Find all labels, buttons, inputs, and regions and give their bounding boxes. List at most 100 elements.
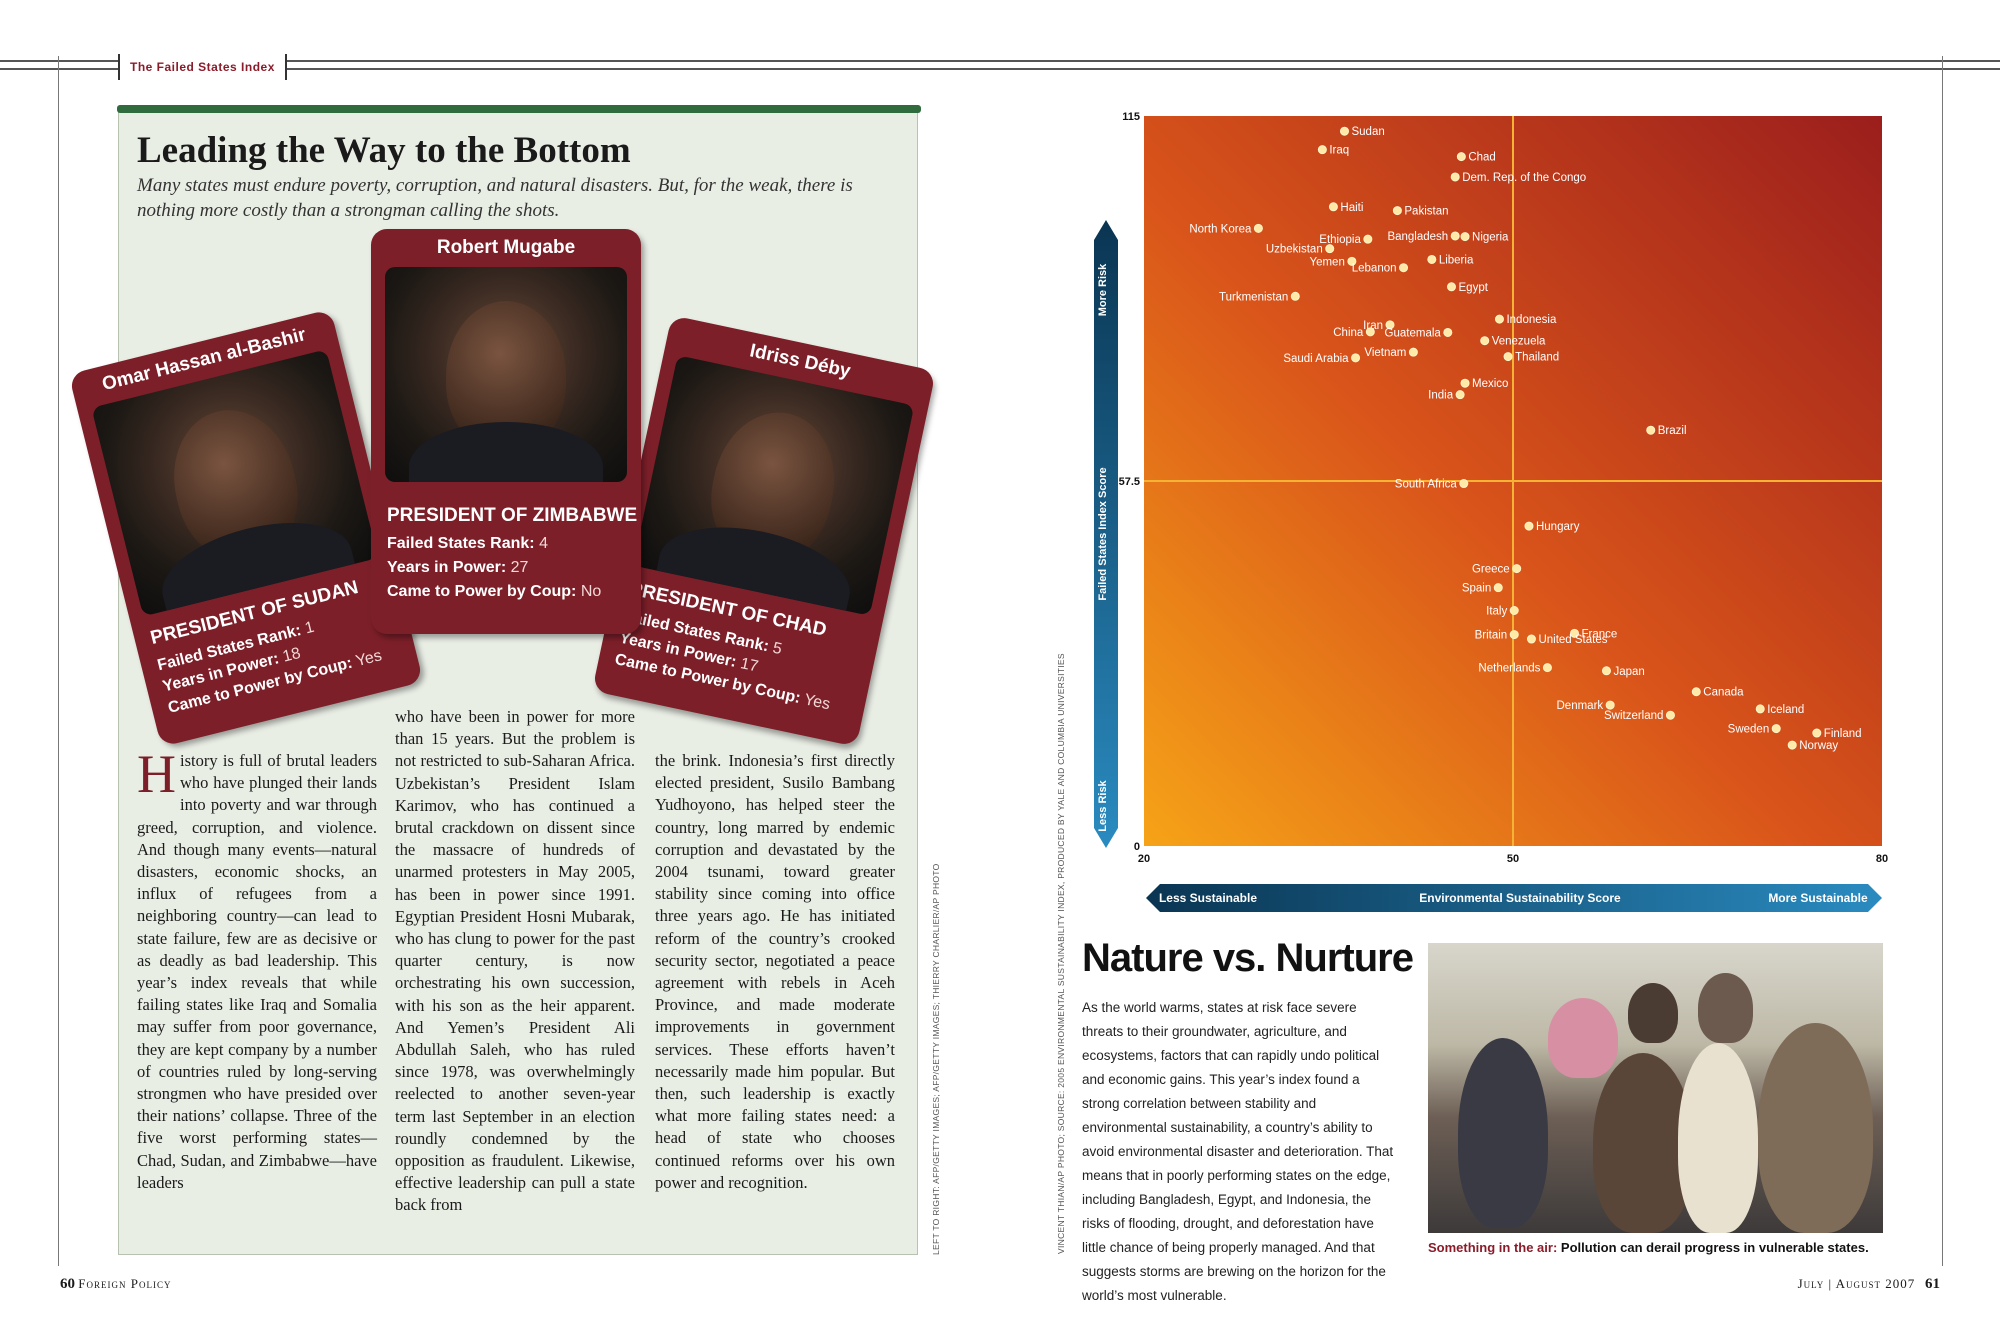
data-point	[1447, 282, 1456, 292]
leader-photo	[385, 267, 627, 482]
y-axis-title: Failed States Index Score	[1097, 467, 1109, 600]
point-label: South Africa	[1395, 479, 1458, 491]
point-label: Dem. Rep. of the Congo	[1462, 172, 1586, 184]
data-point	[1392, 206, 1402, 216]
folio-right: July | August 2007 61	[1797, 1276, 1940, 1292]
point-label: India	[1428, 390, 1454, 402]
point-label: Canada	[1703, 687, 1744, 699]
article-dek: Many states must endure poverty, corrupt…	[137, 175, 853, 221]
point-label: Mexico	[1472, 378, 1508, 390]
data-point	[1509, 630, 1519, 640]
point-label: Pakistan	[1404, 206, 1448, 218]
data-point	[1459, 479, 1469, 489]
data-point	[1755, 704, 1765, 714]
pollution-photo	[1428, 943, 1883, 1233]
data-point	[1570, 628, 1579, 638]
fsi-scatter-chart: More Risk Failed States Index Score Less…	[1094, 111, 1888, 912]
point-label: Thailand	[1515, 352, 1559, 364]
photo-caption: Something in the air: Pollution can dera…	[1428, 1240, 1869, 1255]
point-label: Indonesia	[1506, 314, 1556, 326]
data-point	[1365, 327, 1375, 337]
data-point	[1347, 256, 1357, 266]
panel-top-border	[117, 105, 921, 113]
point-label: Haiti	[1340, 202, 1363, 214]
point-label: Vietnam	[1364, 347, 1406, 359]
data-point	[1509, 605, 1519, 615]
right-margin-rule	[1942, 56, 1943, 1266]
data-point	[1363, 234, 1373, 244]
x-axis-arrow	[1146, 884, 1882, 912]
point-label: Lebanon	[1352, 263, 1397, 275]
x-tick-label: 80	[1876, 853, 1888, 865]
data-point	[1512, 564, 1522, 574]
y-tick-label: 115	[1122, 111, 1140, 123]
sidebar-body: As the world warms, states at risk face …	[1082, 1000, 1394, 1303]
photo-credit: LEFT TO RIGHT: AFP/GETTY IMAGES; AFP/GET…	[931, 863, 941, 1255]
drop-cap: H	[137, 744, 176, 804]
point-label: France	[1582, 628, 1618, 640]
x-tick-label: 20	[1138, 853, 1150, 865]
data-point	[1526, 634, 1536, 644]
point-label: United States	[1538, 634, 1607, 646]
x-tick-labels: 20 50 80	[1138, 853, 1888, 865]
data-point	[1317, 145, 1327, 155]
card-years: Years in Power: 27	[387, 559, 529, 576]
data-point	[1812, 728, 1822, 738]
y-top-label: More Risk	[1097, 263, 1109, 316]
card-name: Robert Mugabe	[436, 237, 576, 258]
data-point	[1460, 378, 1470, 388]
data-point	[1450, 172, 1460, 182]
point-label: China	[1333, 327, 1364, 339]
body-text-2: who have been in power for more than 15 …	[395, 707, 635, 1215]
body-text-1: istory is full of brutal leaders who hav…	[137, 751, 377, 1192]
card-role: PRESIDENT OF ZIMBABWE	[387, 505, 638, 526]
leader-photo	[632, 355, 915, 616]
leader-card-mugabe: Robert Mugabe PRESIDENT OF ZIMBABWE Fail…	[371, 229, 641, 634]
data-point	[1771, 724, 1781, 734]
data-point	[1351, 353, 1361, 363]
point-label: Bangladesh	[1387, 231, 1448, 243]
section-tag: The Failed States Index	[118, 54, 287, 80]
x-tick-label: 50	[1507, 853, 1519, 865]
point-label: Venezuela	[1492, 336, 1546, 348]
data-point	[1691, 687, 1701, 697]
point-label: Denmark	[1557, 700, 1604, 712]
point-label: Finland	[1824, 728, 1862, 740]
data-point	[1450, 231, 1460, 241]
point-label: Iceland	[1767, 704, 1804, 716]
x-axis-title: Environmental Sustainability Score	[1419, 891, 1621, 905]
data-point	[1328, 202, 1338, 212]
point-label: Turkmenistan	[1219, 291, 1288, 303]
point-label: Norway	[1799, 740, 1838, 752]
body-column-2: who have been in power for more than 15 …	[395, 706, 635, 1217]
y-tick-label: 0	[1134, 841, 1140, 853]
chart-credit: VINCENT THIAN/AP PHOTO; SOURCE: 2005 ENV…	[1056, 653, 1066, 1254]
leader-photo	[91, 349, 379, 617]
point-label: Hungary	[1536, 521, 1580, 533]
data-point	[1443, 327, 1453, 337]
data-point	[1427, 254, 1437, 264]
data-point	[1460, 232, 1470, 242]
point-label: Chad	[1468, 152, 1496, 164]
card-rank: Failed States Rank: 4	[387, 535, 548, 552]
point-label: Brazil	[1658, 425, 1687, 437]
data-point	[1605, 700, 1615, 710]
data-point	[1480, 336, 1490, 346]
point-label: Egypt	[1459, 282, 1489, 294]
y-bottom-label: Less Risk	[1097, 779, 1109, 831]
body-text-3: the brink. Indonesia’s first directly el…	[655, 751, 895, 1192]
y-tick-label: 57.5	[1119, 476, 1140, 488]
data-point	[1325, 244, 1335, 254]
data-point	[1493, 583, 1503, 593]
data-point	[1339, 126, 1349, 136]
point-label: Yemen	[1309, 256, 1344, 268]
point-label: Spain	[1462, 583, 1491, 595]
folio-left: 60 Foreign Policy	[60, 1276, 172, 1292]
data-point	[1665, 710, 1675, 720]
y-tick-labels: 0 57.5 115	[1119, 111, 1140, 853]
data-point	[1399, 263, 1409, 273]
x-right-label: More Sustainable	[1768, 891, 1868, 905]
point-label: Iraq	[1329, 145, 1349, 157]
